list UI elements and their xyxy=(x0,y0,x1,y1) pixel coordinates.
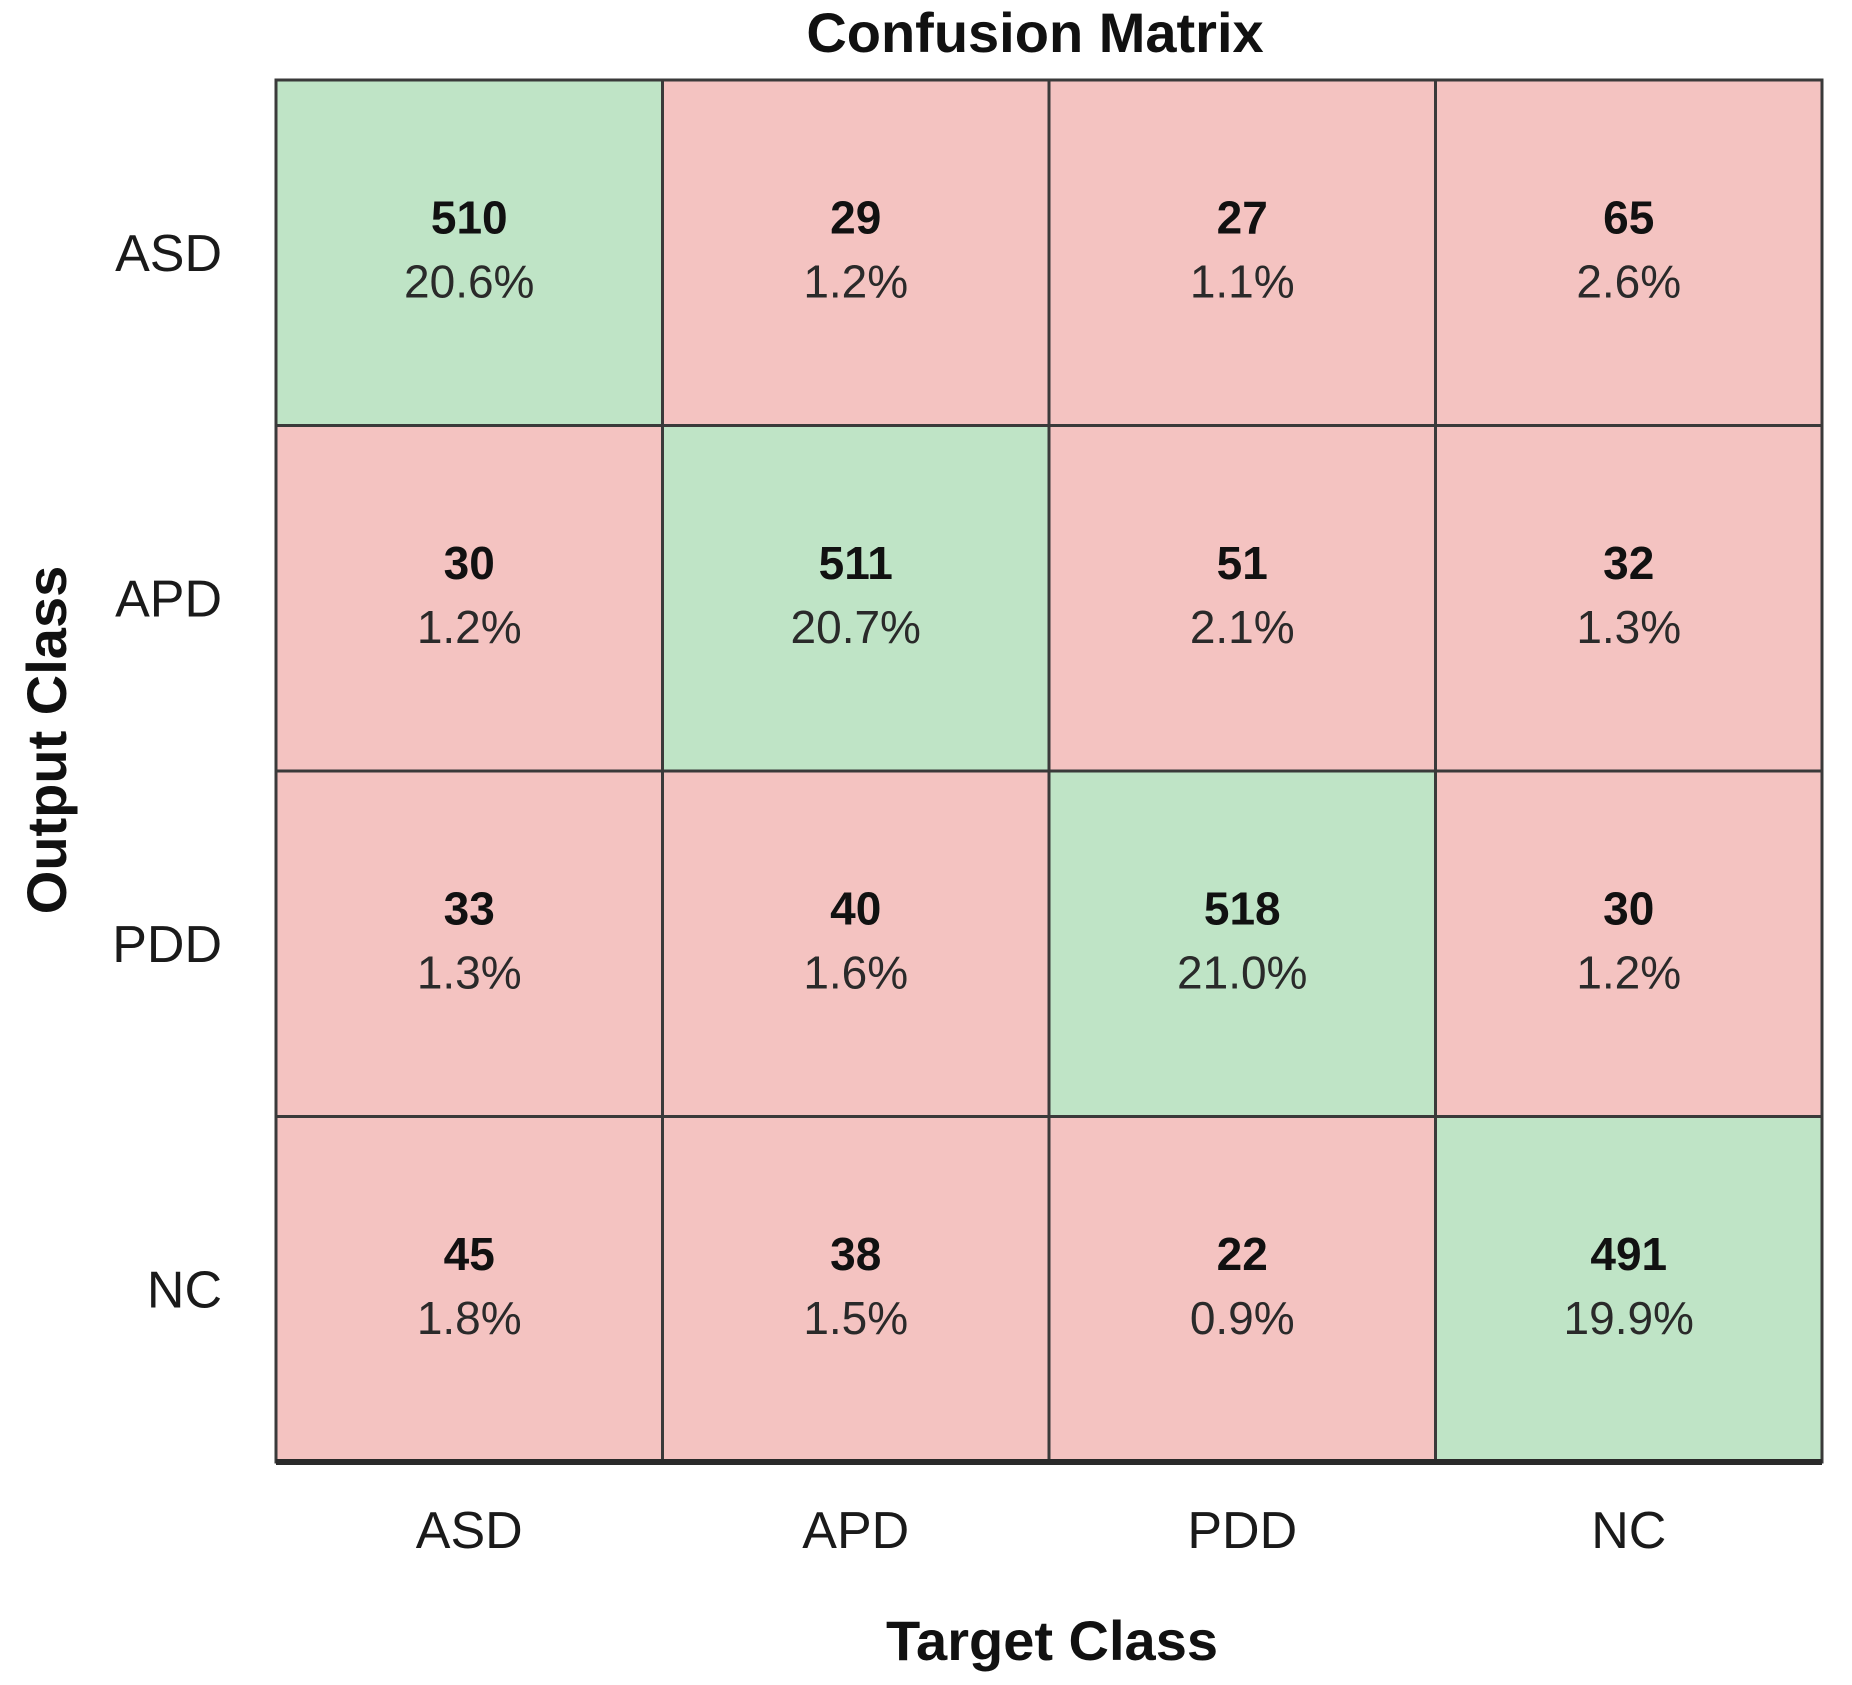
y-tick-pdd: PDD xyxy=(112,916,222,974)
cell-apd-apd-count: 511 xyxy=(819,537,893,589)
cell-apd-pdd xyxy=(1047,424,1437,773)
cell-asd-pdd xyxy=(1047,78,1437,427)
cell-nc-pdd-count: 22 xyxy=(1217,1228,1268,1280)
cell-pdd-pdd-percent: 21.0% xyxy=(1177,947,1307,999)
cell-asd-asd xyxy=(274,78,664,427)
cell-asd-apd xyxy=(661,78,1051,427)
y-tick-asd: ASD xyxy=(115,225,222,283)
x-axis-title: Target Class xyxy=(886,1609,1218,1672)
cell-apd-pdd-count: 51 xyxy=(1217,537,1268,589)
cell-pdd-apd-percent: 1.6% xyxy=(803,947,908,999)
cell-asd-asd-count: 510 xyxy=(431,192,508,244)
cell-pdd-apd xyxy=(661,769,1051,1118)
cell-nc-nc-count: 491 xyxy=(1590,1228,1667,1280)
y-tick-apd: APD xyxy=(115,570,222,628)
cell-apd-pdd-percent: 2.1% xyxy=(1190,601,1295,653)
cell-pdd-pdd xyxy=(1047,769,1437,1118)
cell-nc-asd xyxy=(274,1115,664,1464)
x-tick-labels: ASD APD PDD NC xyxy=(416,1502,1667,1560)
cell-nc-apd xyxy=(661,1115,1051,1464)
cell-apd-asd-count: 30 xyxy=(444,537,495,589)
y-tick-labels: ASD APD PDD NC xyxy=(112,225,222,1320)
cell-pdd-pdd-count: 518 xyxy=(1204,883,1281,935)
cell-nc-nc-percent: 19.9% xyxy=(1564,1292,1694,1344)
cell-pdd-asd-percent: 1.3% xyxy=(417,947,522,999)
cell-nc-apd-count: 38 xyxy=(830,1228,881,1280)
chart-title: Confusion Matrix xyxy=(806,1,1263,64)
cell-pdd-asd xyxy=(274,769,664,1118)
cell-nc-asd-count: 45 xyxy=(444,1228,495,1280)
cell-apd-apd-percent: 20.7% xyxy=(791,601,921,653)
cell-nc-nc xyxy=(1434,1115,1824,1464)
cell-pdd-nc-count: 30 xyxy=(1603,883,1654,935)
cell-nc-asd-percent: 1.8% xyxy=(417,1292,522,1344)
cell-apd-nc xyxy=(1434,424,1824,773)
cell-pdd-nc-percent: 1.2% xyxy=(1576,947,1681,999)
cell-nc-pdd-percent: 0.9% xyxy=(1190,1292,1295,1344)
y-tick-nc: NC xyxy=(147,1261,222,1319)
cell-pdd-nc xyxy=(1434,769,1824,1118)
x-tick-asd: ASD xyxy=(416,1502,523,1560)
cell-apd-nc-count: 32 xyxy=(1603,537,1654,589)
x-tick-apd: APD xyxy=(802,1502,909,1560)
x-tick-pdd: PDD xyxy=(1187,1502,1297,1560)
cell-asd-nc xyxy=(1434,78,1824,427)
cell-apd-asd-percent: 1.2% xyxy=(417,601,522,653)
matrix-cells: 510 20.6% 29 1.2% 27 1.1% 65 2.6% 30 1.2% 511 20.7%… xyxy=(274,78,1824,1465)
cell-apd-apd xyxy=(661,424,1051,773)
cell-apd-nc-percent: 1.3% xyxy=(1576,601,1681,653)
cell-apd-asd xyxy=(274,424,664,773)
cell-nc-pdd xyxy=(1047,1115,1437,1464)
cell-asd-nc-percent: 2.6% xyxy=(1576,256,1681,308)
cell-pdd-apd-count: 40 xyxy=(830,883,881,935)
cell-asd-apd-count: 29 xyxy=(830,192,881,244)
y-axis-title: Output Class xyxy=(15,566,78,914)
cell-asd-asd-percent: 20.6% xyxy=(404,256,534,308)
cell-asd-pdd-percent: 1.1% xyxy=(1190,256,1295,308)
cell-asd-apd-percent: 1.2% xyxy=(803,256,908,308)
cell-pdd-asd-count: 33 xyxy=(444,883,495,935)
cell-asd-pdd-count: 27 xyxy=(1217,192,1268,244)
cell-nc-apd-percent: 1.5% xyxy=(803,1292,908,1344)
cell-asd-nc-count: 65 xyxy=(1603,192,1654,244)
x-tick-nc: NC xyxy=(1591,1502,1666,1560)
